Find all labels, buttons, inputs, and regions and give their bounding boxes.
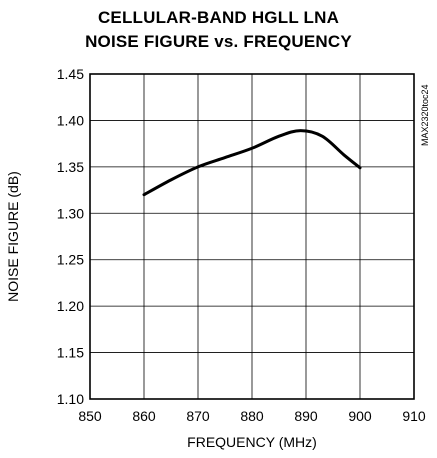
x-tick-label: 900 bbox=[348, 408, 372, 424]
plot-frame bbox=[89, 73, 415, 400]
y-tick-label: 1.10 bbox=[57, 391, 84, 407]
y-tick-label: 1.45 bbox=[57, 66, 84, 82]
x-tick-label: 860 bbox=[132, 408, 156, 424]
y-axis-label: NOISE FIGURE (dB) bbox=[5, 171, 21, 302]
x-tick-labels: 850 860 870 880 890 900 910 bbox=[78, 408, 426, 424]
y-tick-label: 1.40 bbox=[57, 112, 84, 128]
x-tick-label: 850 bbox=[78, 408, 102, 424]
x-tick-label: 870 bbox=[186, 408, 210, 424]
y-tick-label: 1.30 bbox=[57, 205, 84, 221]
y-tick-labels: 1.10 1.15 1.20 1.25 1.30 1.35 1.40 1.45 bbox=[57, 66, 84, 407]
x-axis-label: FREQUENCY (MHz) bbox=[187, 434, 317, 450]
data-series bbox=[142, 129, 362, 197]
y-tick-label: 1.25 bbox=[57, 252, 84, 268]
part-number-annotation: MAX2320toc24 bbox=[420, 84, 430, 146]
chart-title-line-2: NOISE FIGURE vs. FREQUENCY bbox=[85, 32, 352, 51]
y-tick-label: 1.15 bbox=[57, 345, 84, 361]
grid-lines bbox=[90, 74, 414, 399]
y-tick-label: 1.20 bbox=[57, 298, 84, 314]
chart-title-line-1: CELLULAR-BAND HGLL LNA bbox=[97, 8, 340, 27]
x-tick-label: 890 bbox=[294, 408, 318, 424]
y-tick-label: 1.35 bbox=[57, 159, 84, 175]
x-tick-label: 880 bbox=[240, 408, 264, 424]
noise-figure-line bbox=[142, 129, 362, 197]
x-tick-label: 910 bbox=[402, 408, 426, 424]
